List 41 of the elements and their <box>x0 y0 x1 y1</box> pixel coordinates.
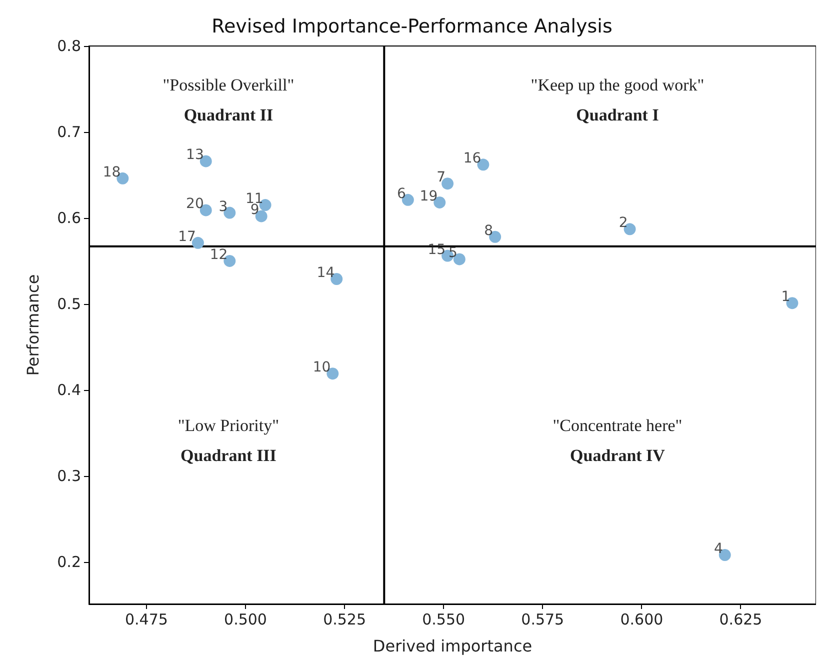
annotation: 4 <box>714 540 723 557</box>
annotation: 13 <box>186 147 204 164</box>
chart-title: Revised Importance-Performance Analysis <box>212 16 612 38</box>
x-tick-label: 0.525 <box>323 610 366 628</box>
x-tick-label: 0.550 <box>422 610 466 628</box>
annotation: 3 <box>218 198 228 215</box>
annotation: Quadrant II <box>184 106 274 125</box>
x-tick-label: 0.575 <box>521 610 564 628</box>
annotation: Quadrant I <box>576 106 660 125</box>
y-tick-label: 0.3 <box>57 466 81 485</box>
annotation: 19 <box>420 188 438 204</box>
annotation: 10 <box>312 360 331 376</box>
annotation: 17 <box>178 228 196 245</box>
annotation: Quadrant IV <box>570 446 666 465</box>
annotation: 6 <box>397 186 406 202</box>
x-axis-title: Derived importance <box>372 636 532 656</box>
annotation: 14 <box>316 265 335 281</box>
annotation: 7 <box>436 170 446 186</box>
x-tick-label: 0.475 <box>124 610 168 628</box>
annotation: 18 <box>102 164 121 180</box>
annotation: "Concentrate here" <box>552 416 682 435</box>
annotation: Quadrant III <box>180 446 277 465</box>
annotation: 8 <box>484 222 494 239</box>
annotation: 16 <box>463 150 482 167</box>
annotation: "Keep up the good work" <box>530 76 704 95</box>
annotation: 2 <box>618 215 628 232</box>
y-tick-label: 0.6 <box>57 208 81 227</box>
y-tick-label: 0.5 <box>57 294 81 313</box>
y-axis-title: Performance <box>24 274 42 376</box>
annotation: 12 <box>210 246 228 263</box>
annotation: 20 <box>186 196 204 212</box>
annotation: "Low Priority" <box>178 416 280 435</box>
annotation: 1 <box>781 289 790 306</box>
x-tick-label: 0.500 <box>224 610 267 628</box>
y-tick-label: 0.4 <box>57 380 81 399</box>
y-tick-label: 0.2 <box>57 552 81 571</box>
x-tick-label: 0.625 <box>719 610 762 628</box>
y-tick-label: 0.8 <box>57 37 81 55</box>
y-tick-label: 0.7 <box>57 122 81 141</box>
x-tick-label: 0.600 <box>620 610 664 628</box>
annotation: "Possible Overkill" <box>162 76 294 95</box>
